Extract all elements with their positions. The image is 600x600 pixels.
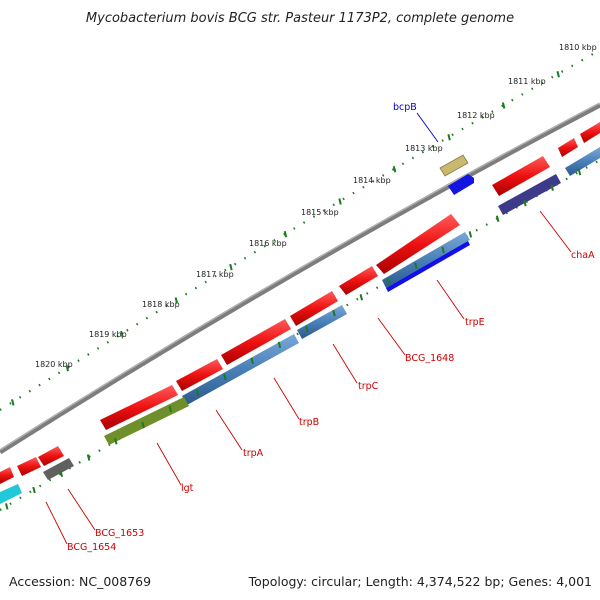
ruler-tick-mark: [392, 165, 397, 173]
gene-label-bcpB: bcpB: [393, 102, 417, 113]
leader-lines: [45, 112, 572, 545]
gene-feature[interactable]: [0, 484, 22, 504]
ruler-tick-mark: [556, 70, 560, 78]
gene-track: [0, 147, 600, 504]
cds-feature[interactable]: [580, 122, 600, 143]
inner-ruler-tick-mark: [277, 341, 282, 349]
gene-label-lgt: lgt: [181, 483, 194, 494]
inner-ruler-tick-mark: [414, 262, 418, 269]
ruler-tick-label: 1818 kbp: [142, 300, 180, 309]
ruler-tick-mark: [501, 102, 506, 109]
ruler-tick-mark: [338, 198, 342, 205]
gene-feature[interactable]: [565, 147, 600, 176]
cds-feature[interactable]: [492, 156, 550, 196]
cds-feature[interactable]: [376, 214, 460, 274]
cds-feature[interactable]: [221, 319, 291, 365]
inner-ruler-tick-mark: [359, 294, 364, 301]
ruler-tick-label: 1811 kbp: [508, 77, 546, 86]
gene-feature[interactable]: [382, 232, 470, 288]
inner-ruler-tick-mark: [114, 438, 118, 445]
inner-ruler-tick-mark: [468, 231, 473, 238]
ruler-tick-mark: [447, 133, 451, 141]
gene-label-BCG_1648: BCG_1648: [405, 353, 454, 364]
cds-feature[interactable]: [17, 457, 41, 476]
gene-feature[interactable]: [386, 241, 470, 292]
inner-ruler-tick-mark: [59, 470, 64, 478]
gene-feature[interactable]: [182, 334, 299, 405]
ruler-tick-label: 1816 kbp: [249, 239, 287, 248]
genome-summary-text: Topology: circular; Length: 4,374,522 bp…: [248, 574, 592, 589]
cds-feature[interactable]: [100, 385, 178, 430]
cds-feature[interactable]: [0, 467, 14, 484]
ruler-tick-mark: [283, 230, 288, 238]
gene-feature[interactable]: [448, 174, 474, 195]
inner-ruler-tick-mark: [386, 278, 391, 285]
ruler-tick-label: 1817 kbp: [196, 270, 234, 279]
cds-feature[interactable]: [558, 138, 578, 157]
ruler-tick-mark: [65, 364, 70, 372]
inner-ruler-tick-mark: [195, 389, 200, 397]
ruler-tick-label: 1820 kbp: [35, 360, 73, 369]
ruler-tick-mark: [120, 330, 124, 338]
genome-backbone: [0, 102, 600, 455]
ruler-tick-label: 1810 kbp: [559, 43, 597, 52]
cds-feature[interactable]: [339, 266, 378, 295]
gene-label-trpA: trpA: [243, 448, 264, 459]
ruler-tick-label: 1813 kbp: [405, 144, 443, 153]
ruler-tick-mark: [11, 399, 15, 406]
ruler-tick-label: 1812 kbp: [457, 111, 495, 120]
cds-feature[interactable]: [176, 359, 223, 391]
inner-ruler-tick-mark: [168, 405, 173, 413]
gene-label-trpC: trpC: [358, 381, 379, 392]
gene-label-trpE: trpE: [465, 317, 485, 328]
gene-feature[interactable]: [104, 397, 189, 445]
cds-feature[interactable]: [38, 446, 64, 466]
gene-label-trpB: trpB: [299, 417, 319, 428]
gene-label-chaA: chaA: [571, 250, 595, 261]
inner-ruler-tick-mark: [441, 246, 445, 254]
gene-feature[interactable]: [439, 154, 469, 177]
inner-ruler-tick-mark: [550, 184, 554, 191]
gene-label-BCG_1653: BCG_1653: [95, 528, 144, 539]
inner-ruler-tick-mark: [223, 373, 227, 381]
ruler-tick-mark: [174, 297, 179, 304]
map-title: Mycobacterium bovis BCG str. Pasteur 117…: [86, 11, 514, 26]
ruler-tick-label: 1819 kbp: [89, 330, 127, 339]
inner-ruler-tick-mark: [523, 199, 527, 207]
cds-track: [0, 122, 600, 484]
accession-text: Accession: NC_008769: [9, 574, 151, 589]
genome-backbone-highlight: [0, 102, 600, 451]
inner-ruler-tick-mark: [86, 454, 91, 461]
inner-ruler-tick-mark: [250, 357, 254, 365]
gene-feature[interactable]: [43, 458, 74, 480]
inner-ruler-tick-mark: [32, 486, 36, 494]
inner-ruler-tick-mark: [577, 168, 582, 176]
inner-ruler-tick-mark: [332, 309, 336, 317]
inner-ruler-tick-mark: [305, 325, 309, 333]
ruler-tick-mark: [229, 263, 233, 271]
ruler-tick-label: 1814 kbp: [353, 176, 391, 185]
inner-ruler-tick-mark: [5, 503, 9, 510]
cds-feature[interactable]: [290, 291, 338, 326]
inner-ruler-tick-mark: [495, 215, 500, 222]
gene-label-BCG_1654: BCG_1654: [67, 542, 116, 553]
ruler-tick-label: 1815 kbp: [301, 208, 339, 217]
inner-ruler-tick-mark: [141, 421, 145, 429]
gene-feature[interactable]: [498, 174, 561, 215]
ruler-dotted-arc: [0, 49, 600, 411]
